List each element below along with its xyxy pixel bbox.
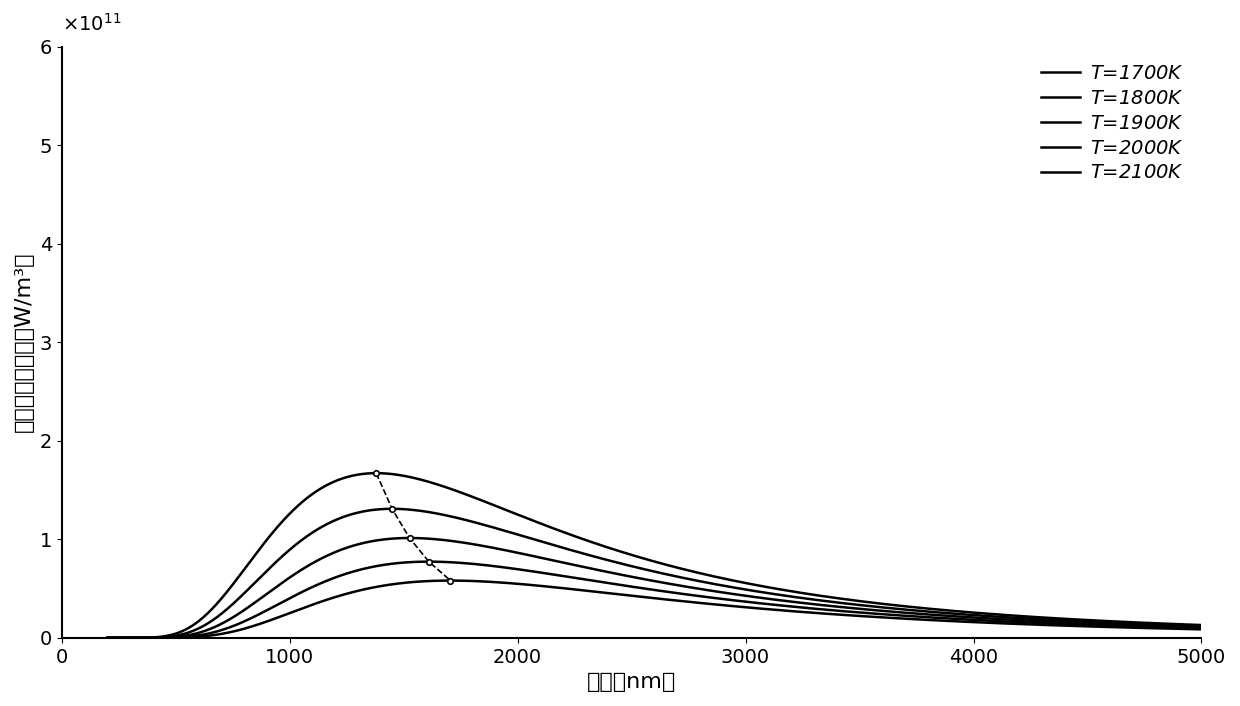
- Y-axis label: 黑体光谱辐射度（W/m³）: 黑体光谱辐射度（W/m³）: [14, 252, 33, 433]
- Text: $\times 10^{11}$: $\times 10^{11}$: [62, 13, 122, 35]
- Legend: $T$=1700K, $T$=1800K, $T$=1900K, $T$=2000K, $T$=2100K: $T$=1700K, $T$=1800K, $T$=1900K, $T$=200…: [1034, 56, 1192, 191]
- X-axis label: 波长（nm）: 波长（nm）: [587, 672, 676, 692]
